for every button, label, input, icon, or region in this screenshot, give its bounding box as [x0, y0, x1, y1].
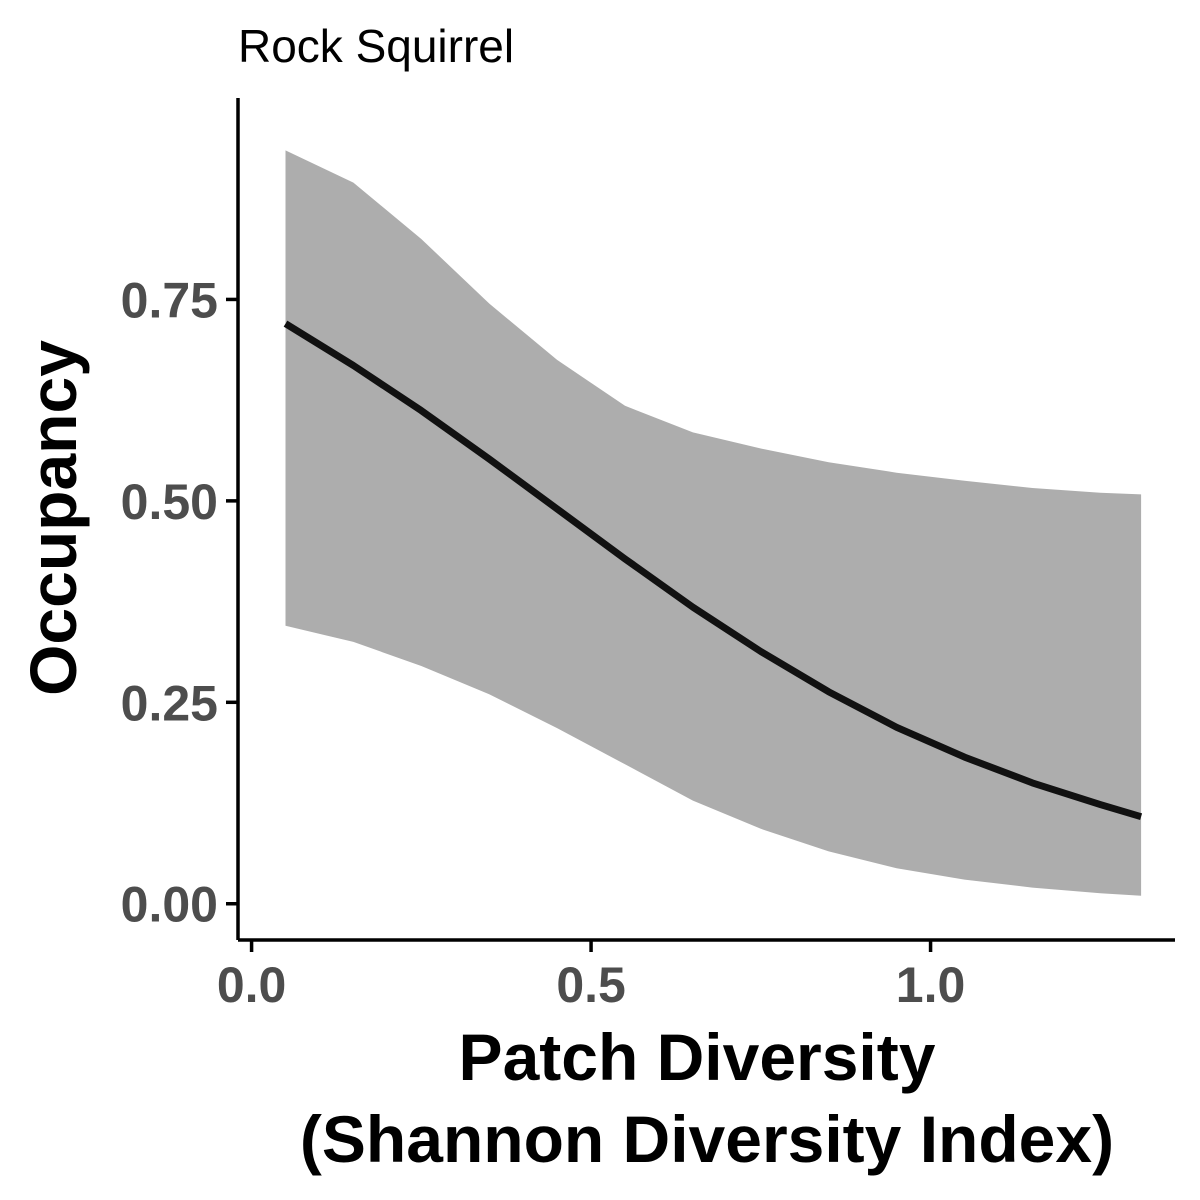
chart-title: Rock Squirrel	[238, 20, 514, 72]
x-tick-label: 0.0	[217, 957, 287, 1013]
y-axis-ticks: 0.00 0.25 0.50 0.75	[121, 272, 238, 933]
x-tick-label: 0.5	[556, 957, 626, 1013]
occupancy-line	[283, 320, 1143, 821]
confidence-ribbon	[285, 150, 1142, 896]
x-tick-label: 1.0	[896, 957, 966, 1013]
x-axis-ticks: 0.0 0.5 1.0	[217, 940, 966, 1013]
x-axis-title-line-2: (Shannon Diversity Index)	[300, 1102, 1114, 1176]
x-axis-title-line-1: Patch Diversity	[459, 1020, 936, 1094]
y-axis-title: Occupancy	[16, 340, 90, 696]
plot-area	[283, 150, 1143, 896]
y-tick-label: 0.25	[121, 675, 218, 731]
y-tick-label: 0.50	[121, 474, 218, 530]
y-tick-label: 0.00	[121, 877, 218, 933]
y-tick-label: 0.75	[121, 272, 218, 328]
